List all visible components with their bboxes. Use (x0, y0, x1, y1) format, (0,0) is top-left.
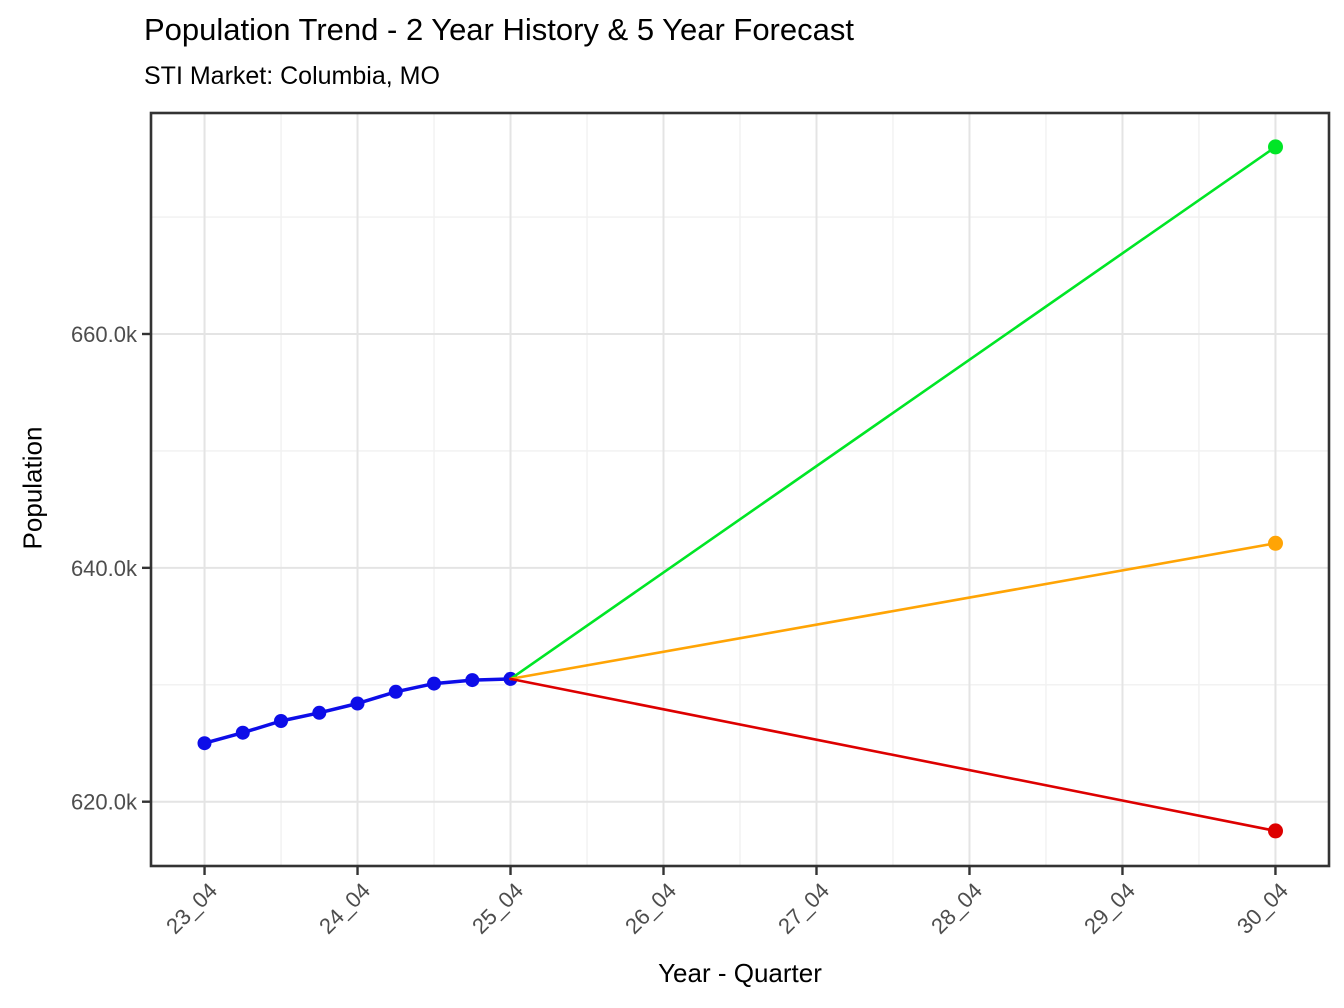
history-point (235, 725, 250, 740)
y-axis-title: Population (17, 426, 48, 550)
forecast-base-line (509, 541, 1277, 681)
x-axis-title: Year - Quarter (658, 958, 822, 988)
y-tick-label: 640.0k (71, 556, 138, 581)
x-tick-label: 26_04 (620, 878, 681, 939)
x-tick-label: 29_04 (1079, 878, 1140, 939)
history-point (427, 676, 441, 691)
x-tick-label: 24_04 (314, 878, 375, 939)
history-point (388, 684, 403, 699)
history-point (197, 736, 212, 751)
x-tick-label: 27_04 (773, 878, 834, 939)
history-point (465, 673, 480, 688)
x-tick-label: 30_04 (1232, 878, 1293, 939)
y-tick-label: 620.0k (71, 790, 138, 815)
forecast-high-point (1268, 139, 1283, 155)
forecast-base-point (1268, 535, 1283, 551)
chart-subtitle: STI Market: Columbia, MO (144, 62, 440, 90)
forecast-low-point (1268, 823, 1283, 839)
history-point (274, 714, 288, 728)
history-point (350, 696, 365, 711)
history-point (312, 705, 327, 720)
x-tick-label: 28_04 (926, 878, 987, 939)
y-tick-label: 660.0k (71, 322, 138, 347)
x-tick-label: 25_04 (467, 878, 528, 939)
panel-border (149, 111, 1331, 868)
chart-title: Population Trend - 2 Year History & 5 Ye… (144, 12, 854, 47)
forecast-low-line (509, 677, 1277, 833)
forecast-high-line (509, 145, 1277, 681)
x-tick-label: 23_04 (161, 878, 222, 939)
